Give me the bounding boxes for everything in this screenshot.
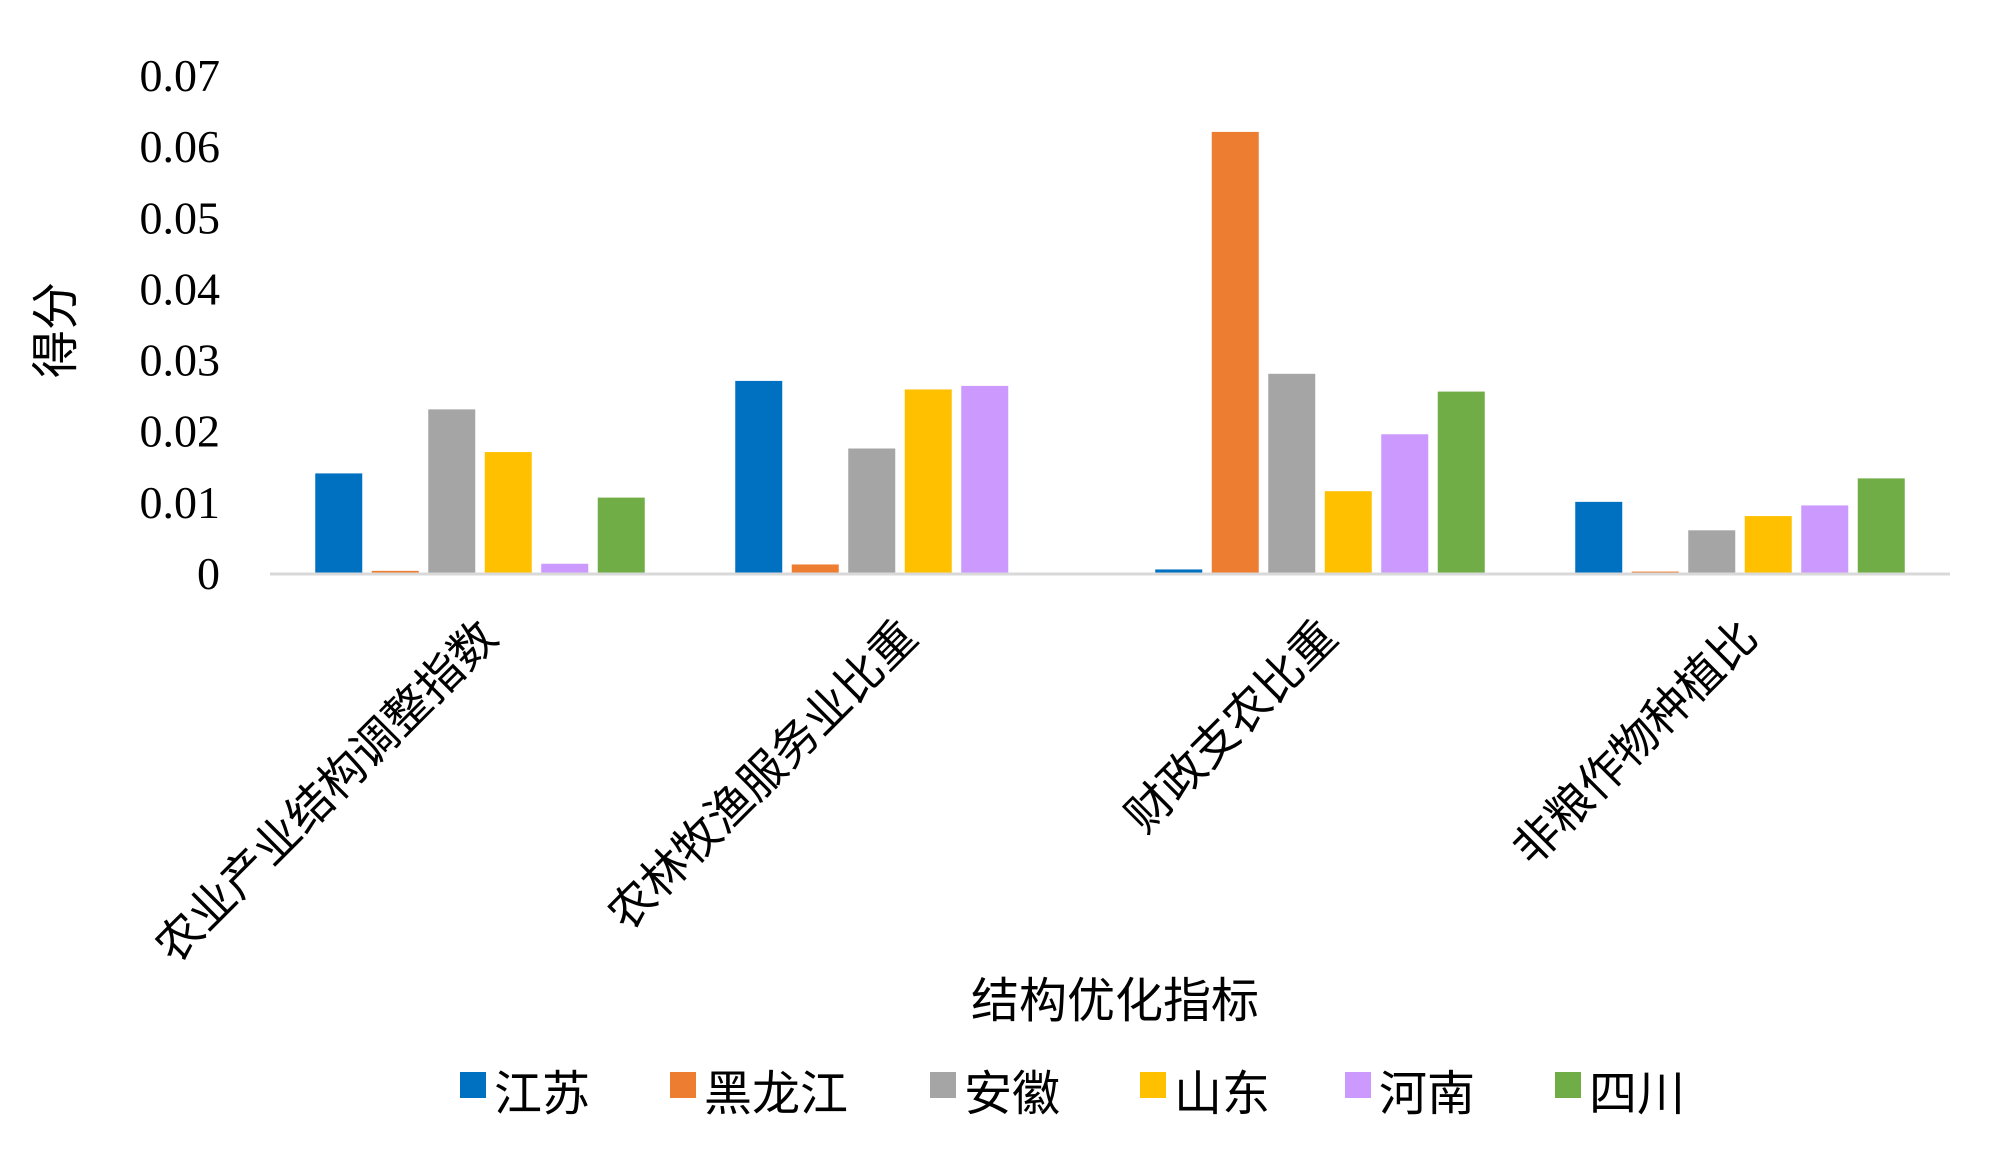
x-category-label: 财政支农比重 xyxy=(1114,610,1347,843)
bar-4-2 xyxy=(904,389,952,573)
y-tick-label: 0.02 xyxy=(140,406,221,457)
y-tick-label: 0.03 xyxy=(140,335,221,386)
x-category-label: 农业产业结构调整指数 xyxy=(144,610,507,973)
legend-swatch-2 xyxy=(670,1072,696,1098)
bar-5-3 xyxy=(1381,434,1429,573)
bar-2-2 xyxy=(791,564,839,573)
bar-6-4 xyxy=(1857,478,1905,573)
y-tick-label: 0.04 xyxy=(140,263,221,314)
bars xyxy=(315,131,1905,573)
y-tick-label: 0.05 xyxy=(140,192,221,243)
y-tick-label: 0 xyxy=(197,548,220,599)
bar-4-3 xyxy=(1324,491,1372,573)
y-axis-title: 得分 xyxy=(28,282,84,378)
bar-3-4 xyxy=(1688,530,1736,573)
legend-label-4: 山东 xyxy=(1174,1066,1270,1122)
bar-3-3 xyxy=(1268,373,1316,573)
x-axis-title: 结构优化指标 xyxy=(971,973,1259,1029)
x-category-label: 非粮作物种植比 xyxy=(1502,610,1768,876)
bar-6-3 xyxy=(1437,391,1485,573)
x-axis-category-labels: 农业产业结构调整指数 农林牧渔服务业比重 财政支农比重 非粮作物种植比 xyxy=(144,610,1767,973)
bar-1-2 xyxy=(735,380,783,573)
bar-3-1 xyxy=(428,409,476,573)
bar-1-1 xyxy=(315,473,363,573)
legend-swatch-4 xyxy=(1140,1072,1166,1098)
bar-6-1 xyxy=(597,497,645,573)
y-tick-label: 0.07 xyxy=(140,50,221,101)
bar-2-1 xyxy=(371,570,419,573)
legend-swatch-5 xyxy=(1345,1072,1371,1098)
bar-2-3 xyxy=(1211,131,1259,573)
legend-swatch-1 xyxy=(460,1072,486,1098)
legend: 江苏 黑龙江 安徽 山东 河南 四川 xyxy=(460,1066,1685,1122)
bar-1-3 xyxy=(1155,569,1203,573)
bar-5-1 xyxy=(541,563,589,573)
legend-swatch-6 xyxy=(1555,1072,1581,1098)
legend-swatch-3 xyxy=(930,1072,956,1098)
bar-1-4 xyxy=(1575,501,1623,573)
legend-label-1: 江苏 xyxy=(494,1066,590,1122)
y-axis-ticks: 0 0.01 0.02 0.03 0.04 0.05 0.06 0.07 xyxy=(140,50,221,599)
bar-2-4 xyxy=(1631,571,1679,573)
bar-4-1 xyxy=(484,452,532,573)
bar-3-2 xyxy=(848,448,896,573)
x-category-label: 农林牧渔服务业比重 xyxy=(597,610,928,941)
legend-label-3: 安徽 xyxy=(964,1066,1060,1122)
y-tick-label: 0.01 xyxy=(140,477,221,528)
y-tick-label: 0.06 xyxy=(140,121,221,172)
legend-label-2: 黑龙江 xyxy=(704,1066,848,1122)
bar-5-4 xyxy=(1801,505,1849,573)
legend-label-5: 河南 xyxy=(1379,1066,1475,1122)
bar-4-4 xyxy=(1744,516,1792,573)
bar-5-2 xyxy=(961,385,1009,573)
legend-label-6: 四川 xyxy=(1589,1066,1685,1122)
